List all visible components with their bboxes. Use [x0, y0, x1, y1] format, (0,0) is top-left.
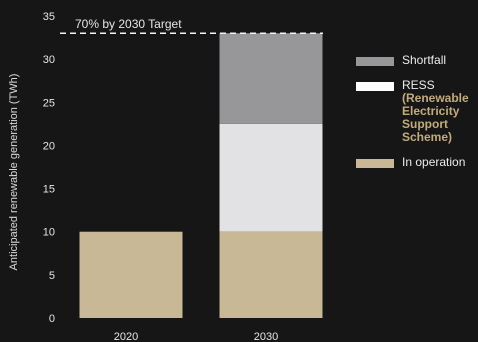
legend-swatch-shortfall — [356, 57, 394, 66]
legend-swatch-in-operation — [356, 159, 394, 168]
y-tick-label: 25 — [43, 97, 55, 109]
legend-item-in-operation: In operation — [356, 156, 478, 169]
legend-label: RESS — [402, 78, 435, 92]
legend-item-ress: RESS (Renewable Electricity Support Sche… — [356, 79, 478, 144]
target-label: 70% by 2030 Target — [75, 17, 182, 31]
y-tick-label: 0 — [49, 313, 55, 325]
legend-sublabel: (Renewable Electricity Support Scheme) — [402, 91, 469, 144]
y-tick-label: 35 — [43, 11, 55, 23]
x-tick-label: 2020 — [114, 331, 138, 342]
legend: Shortfall RESS (Renewable Electricity Su… — [356, 54, 478, 181]
y-tick-label: 15 — [43, 184, 55, 196]
y-tick-label: 30 — [43, 54, 55, 66]
legend-label: Shortfall — [402, 53, 447, 67]
bar-ress-2030 — [219, 123, 323, 232]
y-tick-label: 5 — [49, 270, 55, 282]
y-tick-label: 20 — [43, 140, 55, 152]
bar-in-operation-2020 — [79, 231, 183, 318]
legend-swatch-ress — [356, 82, 394, 91]
y-tick-label: 10 — [43, 227, 55, 239]
y-axis-label: Anticipated renewable generation (TWh) — [8, 74, 20, 271]
x-tick-label: 2030 — [254, 331, 278, 342]
legend-label: In operation — [402, 155, 466, 169]
x-axis: 2020 2030 — [114, 331, 278, 342]
bar-shortfall-2030 — [219, 33, 323, 124]
legend-item-shortfall: Shortfall — [356, 54, 478, 67]
bars — [79, 33, 323, 318]
y-axis: 0 5 10 15 20 25 30 35 — [43, 11, 55, 325]
bar-in-operation-2030 — [219, 231, 323, 318]
target-line-group: 70% by 2030 Target — [60, 17, 323, 35]
